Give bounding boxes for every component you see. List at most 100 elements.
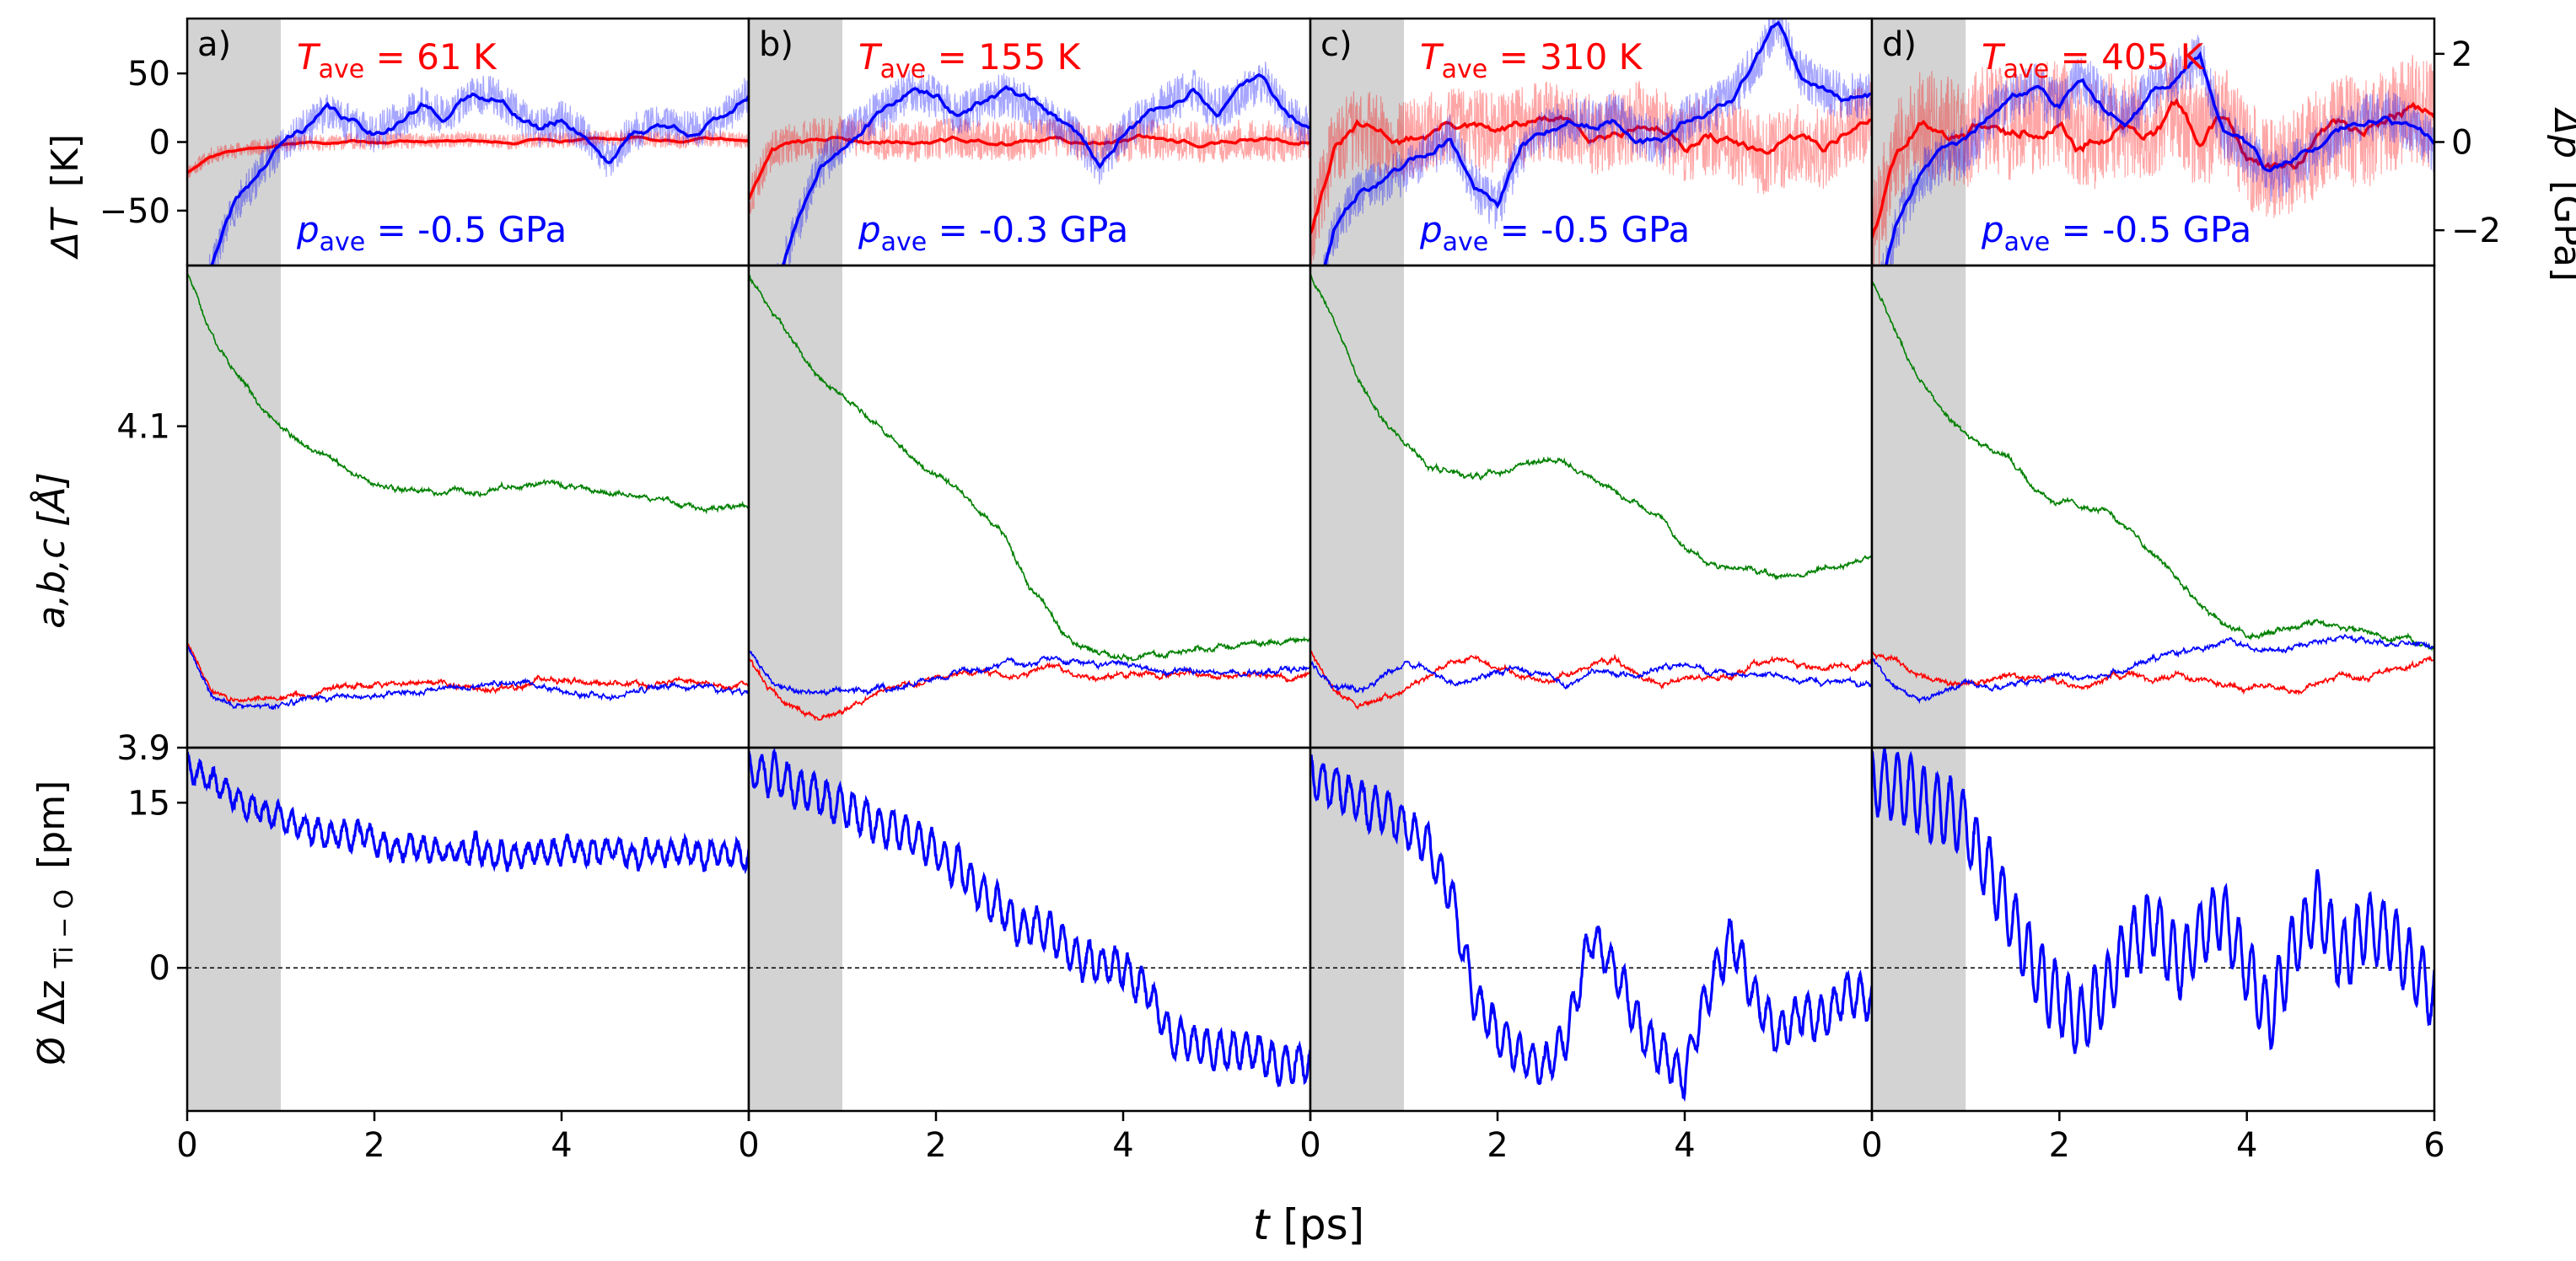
- pressure-annotation-value: = -0.5 GPa: [2050, 209, 2251, 250]
- lattice-b-line: [749, 650, 1310, 697]
- temperature-annotation-symbol: T: [1420, 36, 1444, 78]
- pressure-annotation: pave = -0.5 GPa: [296, 209, 567, 257]
- x-axis-label-var: t: [1253, 1200, 1272, 1249]
- lattice-series: [1872, 281, 2434, 705]
- x-tick-label: 6: [2423, 1126, 2444, 1165]
- pressure-annotation-symbol: p: [296, 209, 320, 250]
- equilibration-band: [1310, 266, 1404, 748]
- lattice-b-line: [187, 646, 749, 711]
- temperature-annotation: Tave = 405 K: [1982, 36, 2205, 84]
- temperature-annotation-value: = 310 K: [1487, 36, 1643, 78]
- pressure-annotation-value: = -0.5 GPa: [365, 209, 567, 250]
- x-axis-label: t [ps]: [1253, 1200, 1364, 1249]
- dz-series: [1310, 754, 1872, 1103]
- top-row-series: [749, 61, 1310, 266]
- pressure-raw-line: [775, 61, 1310, 266]
- pressure-annotation-sub: ave: [1443, 228, 1489, 257]
- lattice-series: [749, 274, 1310, 722]
- temperature-annotation-symbol: T: [858, 36, 883, 78]
- lattice-y-tick-label: 4.1: [116, 408, 170, 447]
- temperature-annotation: Tave = 310 K: [1420, 36, 1643, 84]
- dz-series: [749, 748, 1310, 1088]
- dT-axis-label-unit: [K]: [44, 134, 87, 187]
- pressure-raw-line: [1323, 19, 1872, 266]
- x-tick-label: 2: [925, 1126, 946, 1165]
- dp-y-tick-label: 2: [2451, 35, 2472, 74]
- dz-axis-label-unit: [pm]: [30, 781, 73, 869]
- dT-axis-label-main: ΔT: [44, 207, 87, 260]
- top-row-series: [1872, 35, 2434, 266]
- x-tick-label: 0: [1299, 1126, 1320, 1165]
- temperature-annotation: Tave = 155 K: [858, 36, 1082, 84]
- x-tick-label: 2: [2049, 1126, 2070, 1165]
- lattice-c-line: [187, 271, 749, 515]
- dp-axis-label-unit: [GPa]: [2546, 180, 2576, 282]
- pressure-smoothed-line: [210, 92, 749, 266]
- temperature-annotation-value: = 405 K: [2049, 36, 2204, 78]
- pressure-annotation-symbol: p: [1419, 209, 1443, 250]
- panel-label: c): [1320, 25, 1353, 64]
- dT-axis-label: ΔT [K]: [44, 134, 87, 260]
- pressure-annotation-sub: ave: [881, 228, 928, 257]
- lattice-c-line: [1310, 273, 1872, 581]
- dz-y-tick-label: 0: [149, 949, 170, 988]
- equilibration-band: [1872, 266, 1966, 748]
- panel-frame-dz: [1870, 746, 2436, 1113]
- temperature-annotation-value: = 155 K: [926, 36, 1081, 78]
- pressure-smoothed-line: [1884, 51, 2434, 266]
- dz-axis-label: Ø Δz Ti − O [pm]: [30, 781, 82, 1066]
- pressure-annotation: pave = -0.3 GPa: [858, 209, 1128, 257]
- x-tick-label: 0: [1861, 1126, 1882, 1165]
- dz-series: [187, 751, 749, 969]
- equilibration-band: [1310, 19, 1404, 266]
- temperature-annotation-symbol: T: [297, 36, 321, 78]
- lattice-c-line: [749, 274, 1310, 663]
- pressure-annotation-sub: ave: [2004, 228, 2051, 257]
- dT-y-tick-label: −50: [99, 192, 170, 231]
- x-tick-label: 2: [1487, 1126, 1508, 1165]
- lattice-c-line: [1872, 281, 2434, 652]
- x-tick-label: 4: [1112, 1126, 1133, 1165]
- dz-axis-label-sub: Ti − O: [50, 889, 79, 969]
- pressure-annotation-sub: ave: [320, 228, 366, 257]
- top-row-series: [187, 75, 749, 266]
- temperature-smoothed-line: [749, 133, 1310, 201]
- lattice-axis-label: a,b,c [Å]: [29, 472, 73, 628]
- x-tick-label: 0: [738, 1126, 759, 1165]
- x-tick-label: 0: [176, 1126, 197, 1165]
- temperature-raw-line: [749, 115, 1310, 214]
- dz-line: [749, 748, 1310, 1088]
- lattice-series: [187, 271, 749, 711]
- temperature-annotation-sub: ave: [1442, 55, 1488, 84]
- x-axis-label-unit: [ps]: [1269, 1200, 1364, 1249]
- x-tick-label: 4: [1674, 1126, 1695, 1165]
- dz-y-tick-label: 15: [127, 784, 170, 823]
- dp-y-tick-label: 0: [2451, 124, 2472, 163]
- pressure-annotation: pave = -0.5 GPa: [1981, 209, 2251, 257]
- x-tick-label: 2: [363, 1126, 385, 1165]
- temperature-raw-line: [187, 128, 749, 179]
- temperature-smoothed-line: [1310, 115, 1872, 234]
- dT-y-tick-label: 0: [149, 124, 170, 163]
- lattice-a-line: [749, 657, 1310, 722]
- dp-axis-label: Δp [GPa]: [2546, 107, 2576, 282]
- x-tick-label: 4: [2236, 1126, 2257, 1165]
- temperature-annotation-value: = 61 K: [364, 36, 497, 78]
- pressure-annotation-value: = -0.3 GPa: [927, 209, 1128, 250]
- pressure-raw-line: [1880, 35, 2434, 266]
- panel-label: a): [197, 25, 231, 64]
- temperature-annotation-symbol: T: [1982, 36, 2006, 78]
- equilibration-band: [187, 19, 281, 266]
- temperature-annotation-sub: ave: [319, 55, 365, 84]
- dp-axis-label-main: Δp: [2546, 107, 2576, 158]
- equilibration-band: [749, 266, 842, 748]
- dp-y-tick-label: −2: [2451, 212, 2501, 250]
- lattice-b-line: [1310, 660, 1872, 694]
- dT-y-tick-label: 50: [127, 55, 170, 94]
- temperature-annotation: Tave = 61 K: [297, 36, 497, 84]
